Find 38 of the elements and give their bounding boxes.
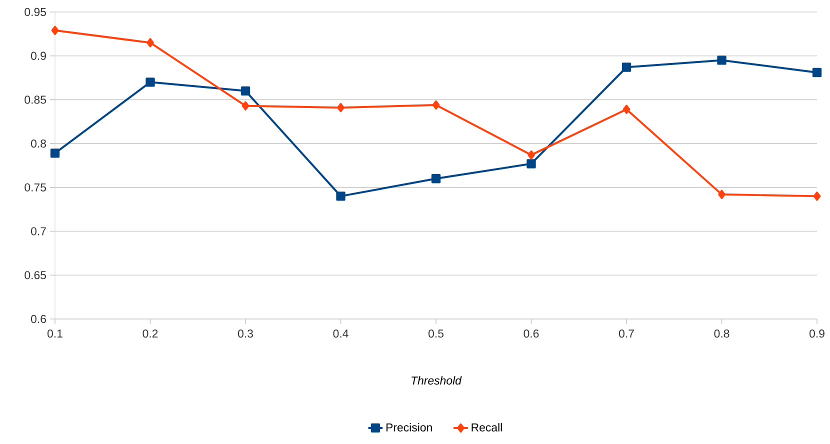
y-tick-label: 0.8	[31, 140, 46, 148]
point	[240, 86, 250, 96]
point	[146, 78, 155, 87]
x-tick-label: 0.3	[238, 330, 253, 338]
point	[432, 100, 440, 110]
point	[50, 148, 60, 158]
y-tick-label: 0.75	[24, 183, 46, 192]
point	[622, 62, 632, 72]
x-tick-label: 0.7	[619, 330, 634, 338]
x-tick-label: 0.4	[333, 330, 348, 338]
y-tick-label: 0.7	[31, 227, 46, 236]
x-tick-label: 0.6	[524, 330, 539, 338]
x-tick-label: 0.2	[142, 330, 158, 338]
legend-label: Recall	[472, 423, 502, 432]
point	[337, 103, 344, 112]
point	[336, 192, 346, 201]
x-tick-label: 0.5	[428, 330, 444, 338]
point	[242, 101, 250, 110]
point	[146, 38, 154, 48]
point	[528, 150, 535, 160]
x-tick-label: 0.9	[810, 330, 824, 338]
y-tick-label: 0.9	[31, 52, 46, 60]
point	[51, 26, 59, 35]
legend-label: Precision	[386, 423, 432, 432]
point	[431, 174, 441, 184]
point	[526, 159, 536, 168]
point	[717, 56, 726, 65]
point	[622, 104, 630, 114]
point	[812, 68, 822, 78]
x-tick-label: 0.1	[48, 330, 62, 338]
point	[813, 192, 821, 201]
point	[718, 190, 726, 200]
y-tick-label: 0.6	[31, 314, 46, 324]
x-tick-label: 0.8	[714, 330, 730, 338]
y-tick-label: 0.65	[24, 271, 46, 280]
y-tick-label: 0.85	[24, 96, 46, 104]
y-tick-label: 0.95	[24, 8, 46, 16]
x-axis-title: Threshold	[412, 376, 462, 385]
